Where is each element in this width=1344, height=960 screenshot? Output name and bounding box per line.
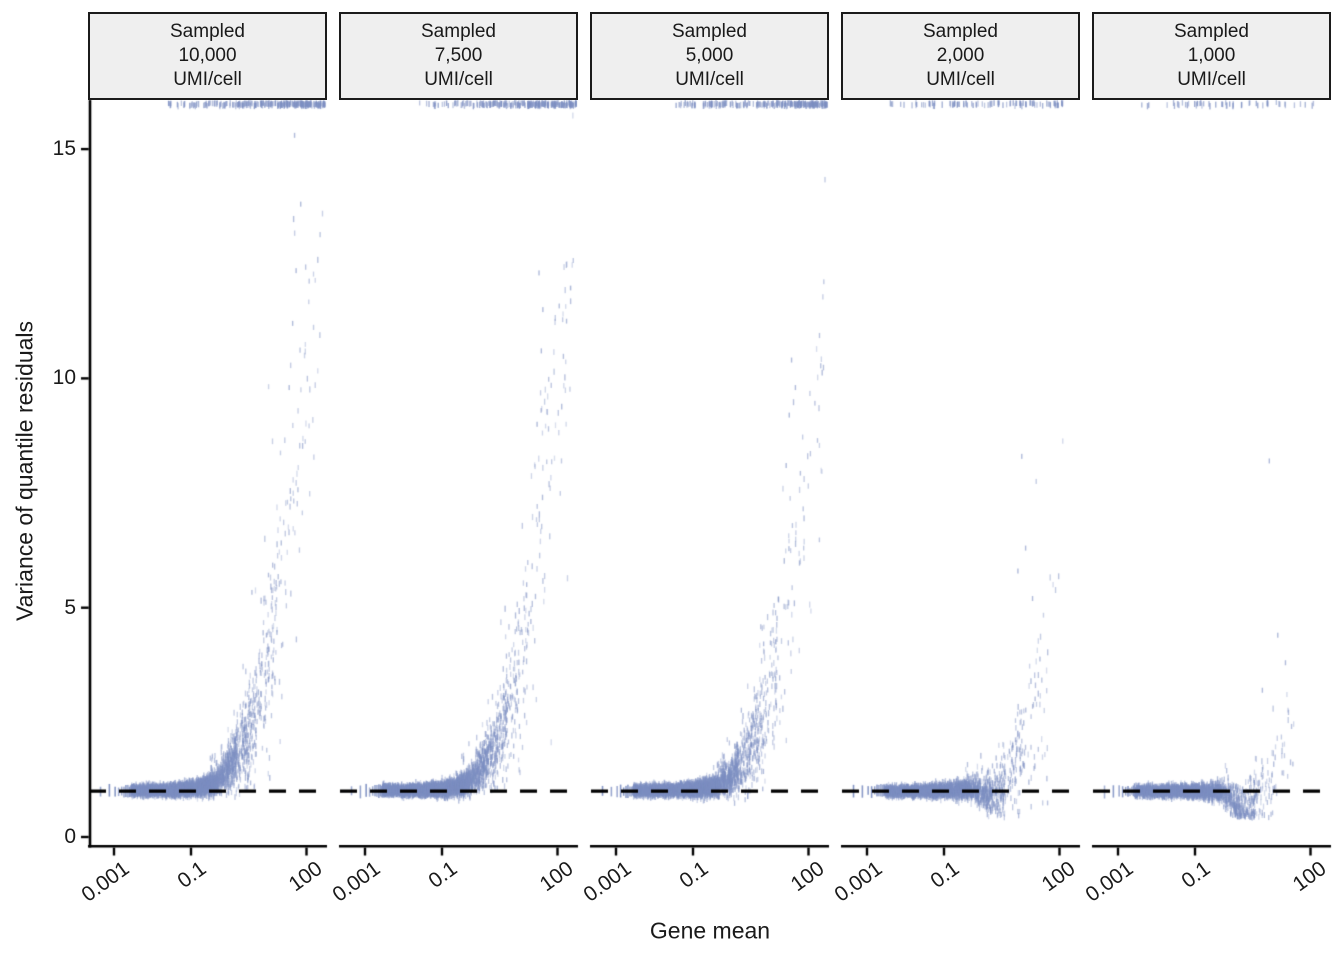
y-tick-label: 5 (64, 596, 76, 619)
facet-strip-2000-umi: Sampled 2,000 UMI/cell (841, 12, 1080, 100)
y-tick-label: 10 (52, 366, 76, 389)
facet-strip-10000-umi: Sampled 10,000 UMI/cell (88, 12, 327, 100)
y-tick-label: 0 (64, 825, 76, 848)
facet-strip-1000-umi: Sampled 1,000 UMI/cell (1092, 12, 1331, 100)
facet-strip-5000-umi: Sampled 5,000 UMI/cell (590, 12, 829, 100)
facet-strip-7500-umi: Sampled 7,500 UMI/cell (339, 12, 578, 100)
y-tick-label: 15 (52, 137, 76, 160)
x-axis-title: Gene mean (649, 917, 771, 944)
y-axis-title: Variance of quantile residuals (11, 320, 38, 622)
